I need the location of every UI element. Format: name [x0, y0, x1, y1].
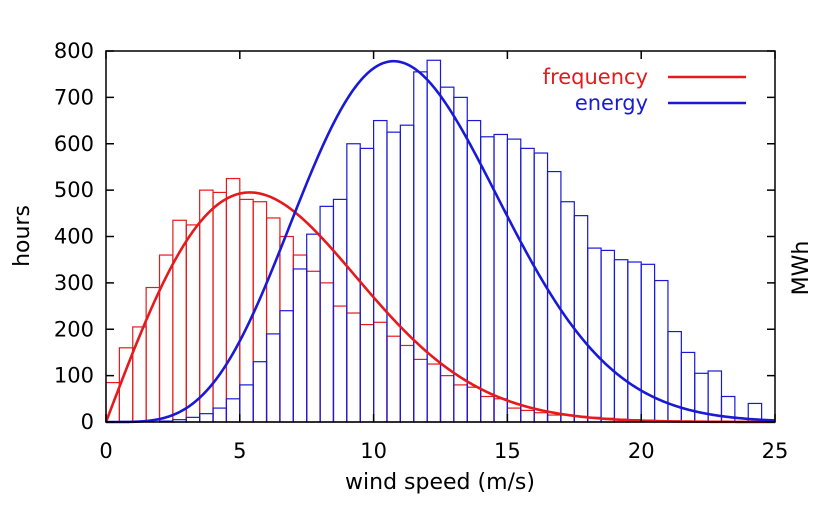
frequency-bar [466, 386, 482, 423]
energy-bar [239, 384, 254, 423]
x-tick-label: 0 [99, 439, 112, 463]
legend: frequency energy [543, 65, 746, 115]
frequency-bar [453, 384, 468, 423]
energy-bar [346, 143, 361, 423]
energy-bar [466, 119, 482, 423]
frequency-bar [493, 398, 508, 423]
energy-bar [520, 147, 535, 423]
energy-curve [106, 59, 776, 424]
energy-bar [506, 138, 522, 423]
frequency-bar [239, 198, 254, 423]
energy-bar [292, 268, 308, 423]
y-tick-label: 400 [54, 225, 94, 249]
x-tick-label: 10 [360, 439, 387, 463]
energy-bar [627, 261, 642, 423]
frequency-bar [373, 321, 388, 423]
frequency-bar [506, 407, 522, 423]
frequency-bar [386, 335, 401, 423]
frequency-bar [158, 254, 174, 423]
y-tick-label: 0 [81, 410, 94, 434]
y-tick-label: 100 [54, 364, 94, 388]
energy-bar [600, 249, 616, 423]
legend-label-frequency: frequency [543, 65, 648, 89]
y-tick-label: 800 [54, 39, 94, 63]
frequency-bar [399, 344, 415, 423]
energy-bar [399, 124, 415, 423]
energy-bar [640, 263, 656, 423]
y-tick-label: 500 [54, 178, 94, 202]
frequency-bar [265, 217, 281, 423]
frequency-bar [332, 305, 348, 423]
energy-bar [546, 170, 562, 423]
energy-bar [252, 361, 268, 423]
frequency-curve [104, 191, 775, 424]
energy-bar [373, 119, 388, 423]
frequency-bar [359, 324, 375, 423]
frequency-bar [279, 235, 294, 423]
energy-bar [426, 59, 442, 423]
frequency-bar [132, 326, 147, 423]
frequency-bar [225, 177, 241, 423]
frequency-bar [346, 312, 361, 423]
y-tick-label: 700 [54, 85, 94, 109]
energy-bar [212, 407, 228, 423]
frequency-bar [426, 363, 442, 423]
energy-bar [265, 333, 281, 423]
energy-bar [573, 215, 589, 423]
energy-bar [306, 233, 321, 423]
energy-bars [158, 59, 763, 423]
y-axis-label: hours [10, 205, 35, 267]
energy-bar [587, 247, 602, 423]
x-tick-label: 5 [233, 439, 246, 463]
x-tick-label: 15 [494, 439, 521, 463]
energy-bar [413, 71, 428, 423]
energy-bar [386, 131, 401, 423]
frequency-bar [480, 395, 495, 423]
frequency-bar [413, 358, 428, 423]
frequency-bar [520, 409, 535, 423]
y-tick-label: 200 [54, 317, 94, 341]
axis-ticks: 0 100 200 300 400 500 600 700 800 0 5 10 15 20 25 [54, 39, 788, 463]
frequency-bar [306, 270, 321, 423]
energy-bar [332, 198, 348, 423]
energy-bar [225, 398, 241, 423]
energy-bar [493, 133, 508, 423]
y-tick-label: 600 [54, 132, 94, 156]
y-tick-label: 300 [54, 271, 94, 295]
frequency-bar [212, 191, 228, 423]
x-tick-label: 25 [762, 439, 789, 463]
frequency-bar [292, 254, 308, 423]
energy-bar [279, 310, 294, 423]
y2-axis-label: MWh [789, 241, 814, 296]
energy-bar [613, 259, 629, 423]
energy-bar [199, 413, 214, 423]
frequency-bar [533, 412, 549, 423]
legend-label-energy: energy [575, 91, 648, 115]
frequency-bar [546, 414, 562, 423]
frequency-bar [319, 282, 335, 423]
x-axis-label: wind speed (m/s) [345, 470, 535, 495]
frequency-bar [185, 224, 201, 423]
frequency-bar [439, 375, 455, 423]
x-tick-label: 20 [628, 439, 655, 463]
